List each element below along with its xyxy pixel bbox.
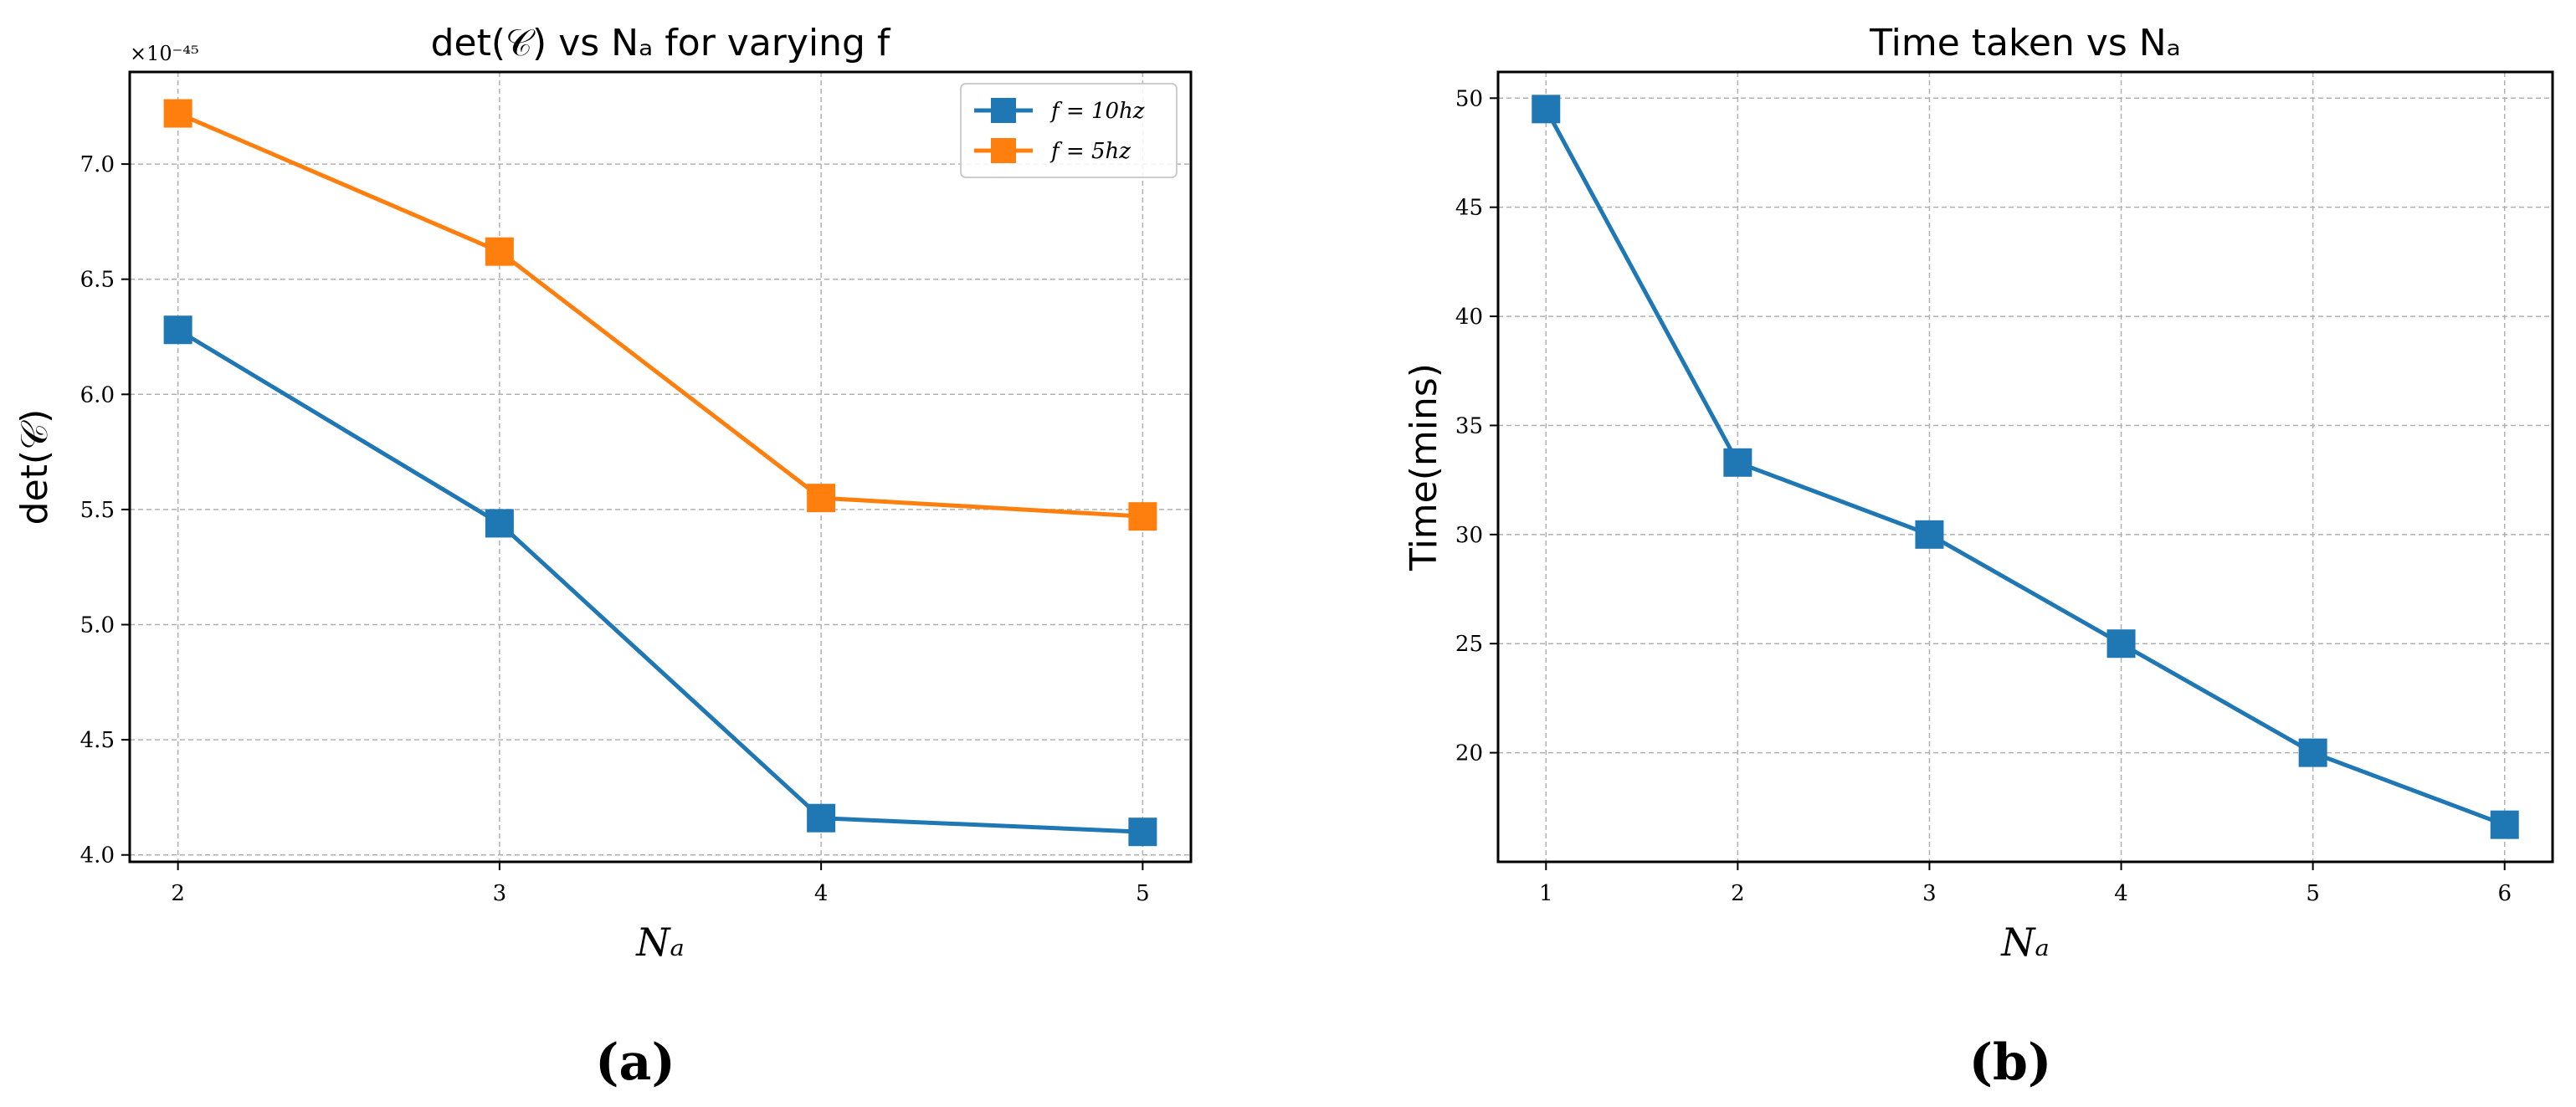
panel-a-xtick-label: 5 [1136, 881, 1150, 906]
panel-a-ytick-label: 5.0 [80, 613, 115, 638]
panel-b-series-line-0 [1544, 108, 2506, 828]
panel-b-title: Time taken vs Nₐ [1869, 22, 2181, 64]
panel-b-ytick-label: 50 [1455, 86, 1483, 111]
panel-a-legend: f = 10hz f = 5hz [960, 83, 1178, 178]
panel-b-ytick-label: 40 [1455, 305, 1483, 330]
panel-a-xtick-label: 2 [171, 881, 185, 906]
legend-label-10hz: f = 10hz [1049, 99, 1145, 124]
panel-a-series-line-1 [177, 111, 1143, 519]
panel-b-ytick-label: 25 [1455, 632, 1483, 657]
panel-a-frame [128, 70, 1193, 864]
legend-marker-5hz [991, 138, 1016, 163]
panel-b-series-0-point [1723, 448, 1752, 477]
panel-a-series-1-point [163, 99, 192, 128]
panel-a-ytick-label: 6.5 [80, 268, 115, 293]
panel-b-series-0-point [1915, 520, 1944, 549]
panel-b-xtick-label: 3 [1922, 881, 1937, 906]
panel-b-ytick-label: 45 [1455, 196, 1483, 221]
panel-a-ytick-label: 4.0 [80, 843, 115, 869]
panel-a-ytick-label: 6.0 [80, 382, 115, 407]
panel-b-ytick-label: 20 [1455, 741, 1483, 766]
panel-a-series-1-point [807, 484, 836, 513]
panel-b-xtick-label: 6 [2497, 881, 2512, 906]
panel-a-ylabel: det(𝒞) [13, 409, 56, 525]
panel-b-ytick-label: 35 [1455, 413, 1483, 438]
panel-b-xtick-label: 4 [2114, 881, 2128, 906]
panel-b-series-0-point [2298, 738, 2327, 767]
panel-b-xlabel: Nₐ [2000, 920, 2050, 965]
panel-a-series-0-point [1128, 817, 1157, 847]
panel-b-xtick-label: 1 [1539, 881, 1553, 906]
panel-b-series-0-point [2490, 810, 2519, 839]
panel-a-series-1-point [1128, 502, 1157, 531]
panel-b-series-0-point [2106, 629, 2136, 659]
panel-b-ylabel: Time(mins) [1403, 363, 1445, 571]
panel-a-title: det(𝒞) vs Nₐ for varying f [431, 22, 891, 64]
panel-b-label: (b) [1969, 1033, 2052, 1092]
panel-a-chart: 2 3 4 5 4.0 4.5 5.0 5.5 6.0 6.5 7.0 ×10⁻⁴⁵ det(𝒞) … [13, 22, 1193, 1092]
panel-a-xtick-label: 3 [493, 881, 507, 906]
panel-a-label: (a) [595, 1033, 675, 1092]
panel-a-xtick-label: 4 [814, 881, 829, 906]
panel-a-xlabel: Nₐ [635, 920, 685, 965]
legend-marker-10hz [991, 98, 1016, 123]
panel-a-y-offset: ×10⁻⁴⁵ [130, 42, 199, 65]
panel-a-ytick-label: 7.0 [80, 152, 115, 177]
panel-a-ytick-label: 5.5 [80, 498, 115, 523]
panel-a-series-0-point [485, 509, 514, 538]
panel-b-series-0-point [1532, 95, 1561, 124]
panel-a-series-0-point [163, 315, 192, 345]
panel-a-series-line-0 [177, 328, 1143, 834]
panel-b-frame [1496, 70, 2554, 864]
legend-label-5hz: f = 5hz [1049, 139, 1131, 164]
panel-b-xtick-label: 2 [1731, 881, 1745, 906]
panel-a-series-1-point [485, 237, 514, 266]
panel-b-xtick-label: 5 [2306, 881, 2320, 906]
panel-a-series-0-point [807, 803, 836, 833]
panel-a-ytick-label: 4.5 [80, 728, 115, 753]
panel-b-ytick-label: 30 [1455, 523, 1483, 548]
